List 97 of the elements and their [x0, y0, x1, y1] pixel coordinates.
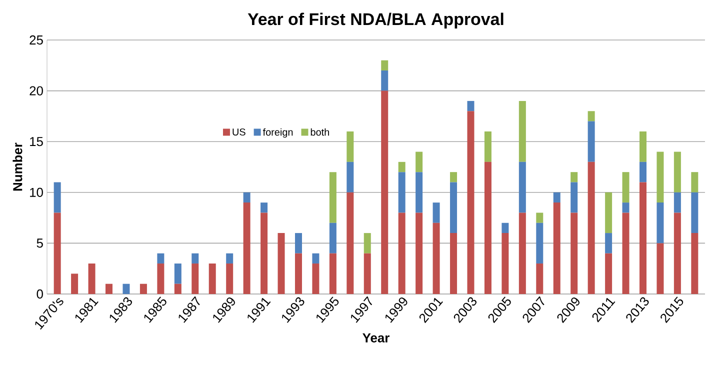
bar [639, 182, 646, 294]
bar [54, 182, 61, 213]
y-tick-label: 0 [36, 289, 43, 299]
bar [656, 152, 664, 203]
y-tick-label: 5 [36, 238, 43, 248]
bar [88, 264, 96, 294]
bar [174, 264, 182, 284]
bar [106, 284, 113, 294]
bar [329, 253, 336, 294]
bar [329, 222, 336, 254]
bar [192, 253, 199, 264]
y-tick-label: 20 [30, 86, 43, 96]
bar [432, 202, 440, 223]
bar [467, 111, 474, 294]
bar [243, 202, 250, 294]
bar [243, 192, 250, 203]
bar [416, 172, 423, 213]
y-axis-title: Number [12, 142, 22, 191]
bar [570, 212, 578, 294]
bar [294, 233, 302, 254]
bar [157, 264, 164, 294]
bar [346, 192, 354, 294]
bar [691, 192, 698, 234]
bar [536, 222, 544, 264]
bar [312, 264, 320, 294]
bar [364, 233, 371, 254]
bar [312, 253, 320, 264]
bar [226, 253, 234, 264]
y-tick-label: 10 [30, 188, 43, 197]
bar [484, 162, 492, 294]
bar [674, 212, 681, 294]
bar [381, 60, 388, 70]
bar [450, 182, 458, 234]
bar [71, 274, 78, 294]
bar [208, 264, 216, 294]
bar [416, 212, 423, 294]
bar [450, 233, 458, 294]
bar [570, 172, 578, 182]
bar [484, 131, 492, 162]
bar [536, 212, 544, 223]
bar [656, 202, 664, 244]
chart-title: Year of First NDA/BLA Approval [248, 12, 504, 28]
legend-label: US [232, 128, 246, 136]
bar [622, 172, 630, 203]
bar [605, 192, 612, 234]
bar [346, 131, 354, 162]
legend-label: both [310, 128, 329, 136]
bar [467, 100, 474, 112]
bar [536, 264, 544, 294]
bar [605, 233, 612, 254]
bar [364, 253, 371, 294]
bar [54, 212, 61, 294]
bar [622, 202, 630, 213]
bar [346, 162, 354, 192]
bar [674, 152, 681, 192]
bar [674, 192, 681, 213]
bar [518, 212, 526, 294]
bar [416, 152, 423, 172]
bar [588, 121, 595, 162]
bar [502, 222, 509, 234]
bar [518, 100, 526, 162]
bar [381, 70, 388, 91]
bar [140, 284, 147, 294]
bar [553, 202, 560, 294]
bar [294, 253, 302, 294]
bar [329, 172, 336, 223]
bar [450, 172, 458, 182]
bar [691, 172, 698, 192]
bar [570, 182, 578, 213]
bar [639, 162, 646, 182]
bar [192, 264, 199, 294]
bar [622, 212, 630, 294]
bar [639, 131, 646, 162]
bar [381, 90, 388, 294]
y-tick-label: 15 [30, 137, 43, 146]
legend-label: foreign [262, 128, 293, 138]
bar [157, 253, 164, 264]
bar [656, 243, 664, 294]
bar [691, 233, 698, 294]
bar [398, 212, 406, 294]
bar [174, 284, 182, 294]
bar [260, 202, 268, 213]
bar [588, 111, 595, 122]
y-tick-label: 25 [30, 35, 43, 45]
bar [226, 264, 234, 294]
bar [502, 233, 509, 294]
bar [398, 162, 406, 172]
bar [553, 192, 560, 203]
bar [122, 284, 130, 294]
bar [398, 172, 406, 213]
bar [260, 212, 268, 294]
bar [432, 222, 440, 294]
bar [588, 162, 595, 294]
x-axis-title: Year [362, 333, 390, 342]
bar [605, 253, 612, 294]
bar [278, 233, 285, 294]
bar [518, 162, 526, 213]
